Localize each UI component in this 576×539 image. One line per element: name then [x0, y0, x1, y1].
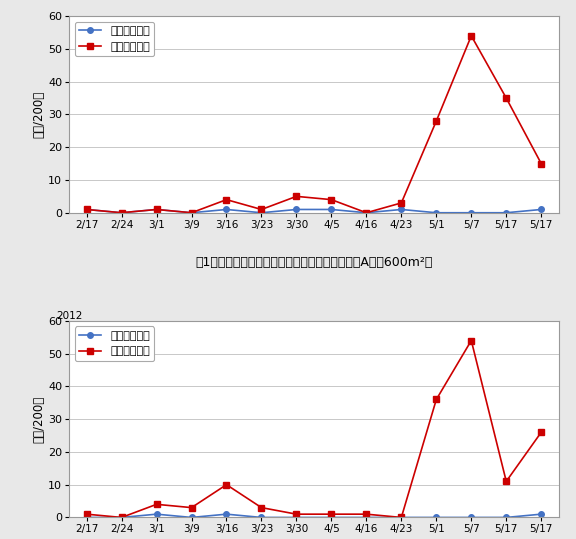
ミカンハダニ: [83, 206, 90, 213]
ミカンハダニ: [328, 206, 335, 213]
ミカンハダニ: [363, 514, 370, 521]
ミカンハダニ: [503, 210, 510, 216]
ミカンハダニ: [153, 206, 160, 213]
ミカンハダニ: [223, 206, 230, 213]
Text: 2012: 2012: [56, 311, 82, 321]
ミカンハダニ: [188, 210, 195, 216]
ミカンハダニ: [433, 514, 439, 521]
スワルスキー: [328, 511, 335, 517]
Legend: ミカンハダニ, スワルスキー: ミカンハダニ, スワルスキー: [75, 327, 154, 361]
ミカンハダニ: [118, 210, 125, 216]
Line: ミカンハダニ: ミカンハダニ: [84, 512, 544, 520]
ミカンハダニ: [538, 511, 545, 517]
スワルスキー: [363, 210, 370, 216]
スワルスキー: [223, 196, 230, 203]
ミカンハダニ: [468, 210, 475, 216]
ミカンハダニ: [153, 511, 160, 517]
スワルスキー: [433, 396, 439, 403]
スワルスキー: [363, 511, 370, 517]
Y-axis label: 回数/200葉: 回数/200葉: [32, 91, 46, 138]
Line: スワルスキー: スワルスキー: [84, 33, 544, 216]
Y-axis label: 回数/200葉: 回数/200葉: [32, 396, 46, 443]
ミカンハダニ: [398, 514, 405, 521]
スワルスキー: [83, 511, 90, 517]
ミカンハダニ: [468, 514, 475, 521]
スワルスキー: [538, 161, 545, 167]
ミカンハダニ: [398, 206, 405, 213]
スワルスキー: [258, 206, 265, 213]
スワルスキー: [258, 505, 265, 511]
ミカンハダニ: [83, 514, 90, 521]
ミカンハダニ: [118, 514, 125, 521]
スワルスキー: [118, 210, 125, 216]
スワルスキー: [153, 206, 160, 213]
スワルスキー: [153, 501, 160, 508]
ミカンハダニ: [258, 210, 265, 216]
スワルスキー: [328, 196, 335, 203]
スワルスキー: [433, 118, 439, 125]
スワルスキー: [293, 511, 300, 517]
スワルスキー: [468, 337, 475, 344]
ミカンハダニ: [258, 514, 265, 521]
スワルスキー: [538, 429, 545, 436]
スワルスキー: [293, 193, 300, 199]
スワルスキー: [503, 95, 510, 101]
スワルスキー: [188, 210, 195, 216]
Legend: ミカンハダニ, スワルスキー: ミカンハダニ, スワルスキー: [75, 22, 154, 56]
スワルスキー: [398, 199, 405, 206]
ミカンハダニ: [363, 210, 370, 216]
ミカンハダニ: [293, 206, 300, 213]
Line: スワルスキー: スワルスキー: [84, 338, 544, 520]
スワルスキー: [223, 481, 230, 488]
スワルスキー: [188, 505, 195, 511]
ミカンハダニ: [223, 511, 230, 517]
スワルスキー: [503, 478, 510, 485]
スワルスキー: [83, 206, 90, 213]
ミカンハダニ: [538, 206, 545, 213]
Text: 図1　スワルスキーとミカンハダニの密度推移：A園（600m²）: 図1 スワルスキーとミカンハダニの密度推移：A園（600m²）: [195, 256, 433, 269]
スワルスキー: [118, 514, 125, 521]
ミカンハダニ: [503, 514, 510, 521]
Line: ミカンハダニ: ミカンハダニ: [84, 206, 544, 216]
ミカンハダニ: [293, 514, 300, 521]
スワルスキー: [398, 514, 405, 521]
ミカンハダニ: [188, 514, 195, 521]
ミカンハダニ: [433, 210, 439, 216]
ミカンハダニ: [328, 514, 335, 521]
スワルスキー: [468, 32, 475, 39]
